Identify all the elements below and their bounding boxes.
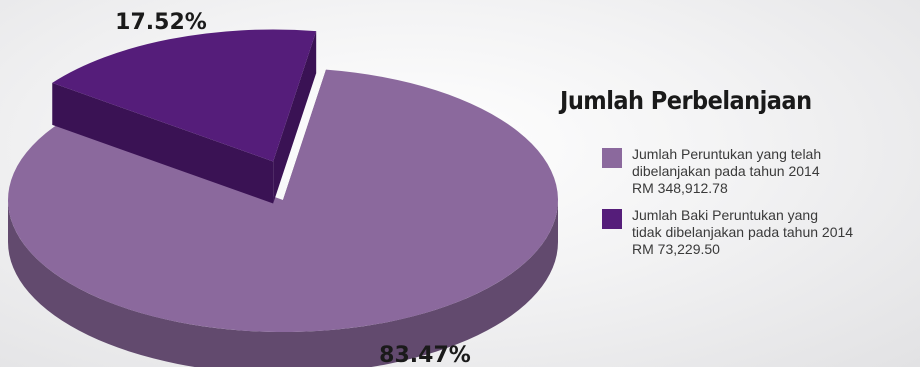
percent-label-balance: 17.52% [115,10,207,35]
legend-amount: RM 73,229.50 [632,241,720,257]
legend-amount: RM 348,912.78 [632,180,728,196]
chart-title: Jumlah Perbelanjaan [560,86,812,115]
pie-slices-group [7,29,558,367]
legend-text-line: dibelanjakan pada tahun 2014 [632,163,820,179]
legend-text-line: tidak dibelanjakan pada tahun 2014 [632,224,854,240]
legend-swatch-spent [602,148,622,168]
legend-item-spent: Jumlah Peruntukan yang telah dibelanjaka… [602,146,920,197]
legend-text-line: Jumlah Baki Peruntukan yang [632,207,818,223]
slice-spent [7,69,558,333]
slice-balance-radial-start [52,82,274,204]
slice-spent-outer-0 [8,200,558,367]
slice-balance [52,29,317,162]
legend-item-balance: Jumlah Baki Peruntukan yang tidak dibela… [602,207,920,258]
slice-balance-radial-end [273,31,317,204]
percent-label-spent: 83.47% [379,343,471,367]
legend-swatch-balance [602,209,622,229]
legend: Jumlah Peruntukan yang telah dibelanjaka… [602,146,920,268]
legend-text-line: Jumlah Peruntukan yang telah [632,146,822,162]
